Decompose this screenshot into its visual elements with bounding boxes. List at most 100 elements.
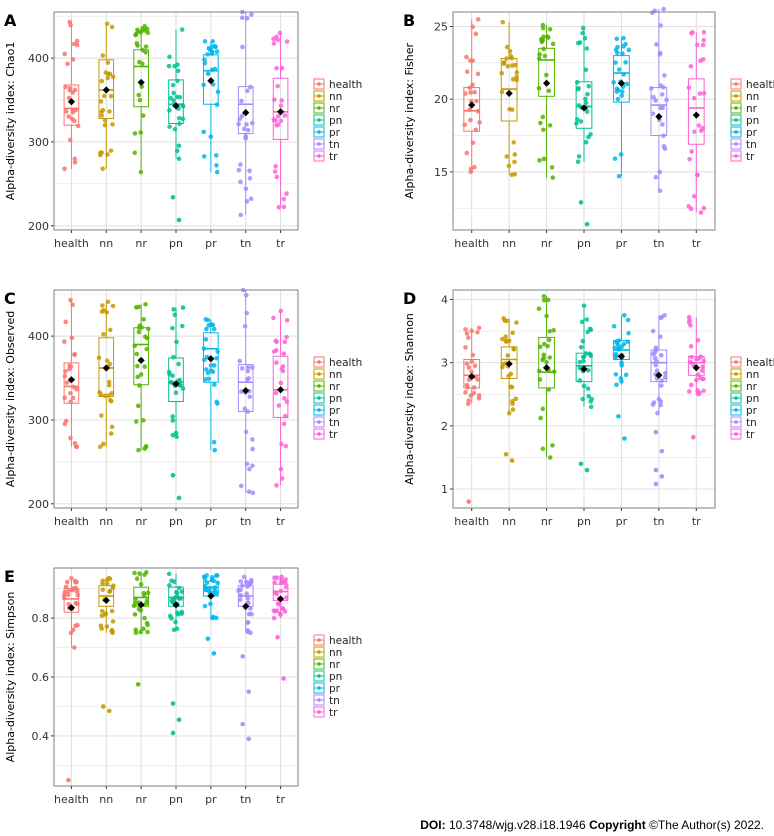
jitter-point xyxy=(136,383,142,388)
outlier-point xyxy=(170,701,176,706)
jitter-point xyxy=(547,328,552,334)
jitter-point xyxy=(244,591,250,596)
jitter-point xyxy=(104,21,110,27)
jitter-point xyxy=(582,35,588,41)
jitter-point xyxy=(624,81,630,87)
jitter-point xyxy=(544,359,549,365)
jitter-point xyxy=(202,60,208,66)
legend-key-dot xyxy=(734,94,738,98)
y-tick-label: 0.6 xyxy=(32,671,50,684)
jitter-point xyxy=(686,204,691,209)
jitter-point xyxy=(577,378,583,383)
jitter-point xyxy=(245,127,251,133)
mean-marker xyxy=(692,364,700,372)
jitter-point xyxy=(176,361,181,367)
jitter-point xyxy=(688,323,693,328)
jitter-point xyxy=(175,62,180,68)
jitter-point xyxy=(245,620,250,625)
jitter-point xyxy=(68,390,73,396)
jitter-point xyxy=(626,330,631,336)
jitter-point xyxy=(586,83,592,89)
box-nr xyxy=(536,22,556,180)
jitter-point xyxy=(283,584,289,590)
jitter-point xyxy=(695,337,701,343)
jitter-point xyxy=(701,388,706,394)
legend-label: tn xyxy=(329,139,340,151)
outlier-point xyxy=(622,436,627,441)
jitter-point xyxy=(169,616,174,621)
jitter-point xyxy=(250,463,255,469)
legend-label: nn xyxy=(329,369,342,381)
jitter-point xyxy=(74,38,80,44)
legend-key-dot xyxy=(317,118,321,122)
jitter-point xyxy=(701,205,707,211)
jitter-point xyxy=(700,56,706,62)
panel-label: A xyxy=(4,11,17,30)
jitter-point xyxy=(274,483,279,488)
jitter-point xyxy=(145,590,151,596)
jitter-point xyxy=(132,570,137,576)
legend-key-dot xyxy=(317,674,321,678)
jitter-point xyxy=(99,78,105,84)
outlier-point xyxy=(653,429,659,435)
x-tick-label: pr xyxy=(205,237,217,250)
box-pn xyxy=(166,27,186,162)
jitter-point xyxy=(171,98,176,103)
jitter-point xyxy=(277,611,283,616)
panel-label: B xyxy=(403,11,415,30)
jitter-point xyxy=(73,107,79,113)
legend-key-dot xyxy=(734,142,738,146)
box-pn xyxy=(575,303,595,410)
jitter-point xyxy=(141,317,147,322)
jitter-point xyxy=(170,414,175,419)
jitter-point xyxy=(138,582,144,587)
jitter-point xyxy=(619,89,625,94)
x-tick-label: pr xyxy=(616,237,628,250)
legend-label: health xyxy=(746,357,774,369)
jitter-point xyxy=(244,199,250,204)
jitter-point xyxy=(276,403,282,408)
jitter-point xyxy=(281,204,287,210)
jitter-point xyxy=(501,61,507,66)
jitter-point xyxy=(248,196,254,202)
box-nr xyxy=(132,23,151,175)
box-tr xyxy=(271,574,289,621)
jitter-point xyxy=(201,346,207,351)
jitter-point xyxy=(243,579,249,585)
jitter-point xyxy=(275,114,281,119)
jitter-point xyxy=(239,98,244,104)
jitter-point xyxy=(239,15,245,20)
jitter-point xyxy=(536,56,542,61)
jitter-point xyxy=(470,82,475,88)
jitter-point xyxy=(245,368,251,374)
jitter-point xyxy=(658,402,663,408)
jitter-point xyxy=(170,418,176,423)
jitter-point xyxy=(549,165,555,170)
jitter-point xyxy=(212,587,217,593)
box-tn xyxy=(650,312,668,416)
x-tick-label: tn xyxy=(653,237,664,250)
legend-key-dot xyxy=(317,686,321,690)
jitter-point xyxy=(167,583,172,588)
x-tick-label: tr xyxy=(692,515,701,528)
jitter-point xyxy=(64,579,70,585)
legend-key-dot xyxy=(734,396,738,400)
y-axis-title: Alpha-diversity index: Chao1 xyxy=(4,42,17,201)
jitter-point xyxy=(135,363,140,369)
jitter-point xyxy=(621,341,627,347)
jitter-point xyxy=(133,32,138,38)
jitter-point xyxy=(179,611,185,617)
jitter-point xyxy=(692,129,697,135)
jitter-point xyxy=(664,97,669,103)
legend-label: pr xyxy=(746,405,758,417)
jitter-point xyxy=(499,70,505,76)
jitter-point xyxy=(202,576,208,581)
legend-key-dot xyxy=(317,106,321,110)
jitter-point xyxy=(107,109,112,114)
jitter-point xyxy=(66,114,71,119)
jitter-point xyxy=(467,85,473,91)
box-nn xyxy=(500,316,519,416)
jitter-point xyxy=(507,49,513,54)
jitter-point xyxy=(68,399,73,405)
box-tr xyxy=(686,30,707,215)
